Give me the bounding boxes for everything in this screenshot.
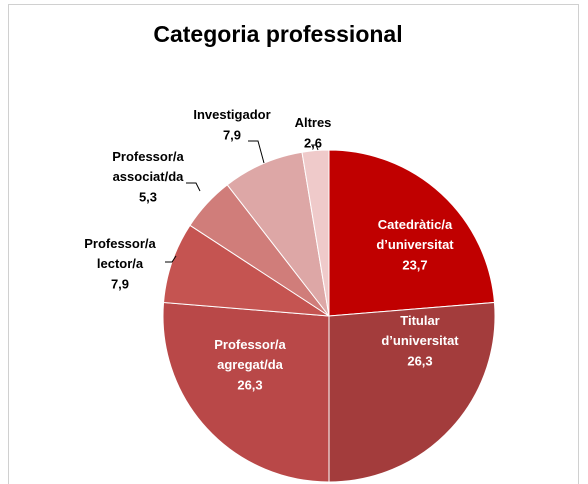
slice-value-label: 23,7 [402, 257, 427, 272]
pie-slice [328, 149, 495, 317]
slice-label: Catedràtic/a d’universitat [376, 217, 454, 252]
leader-line [186, 182, 201, 192]
slice-value-label: 2,6 [304, 135, 322, 150]
pie-slice [162, 301, 330, 483]
leader-line [311, 144, 319, 151]
leader-line [165, 255, 177, 263]
pie-slice [301, 149, 330, 317]
slice-value-label: 7,9 [111, 276, 129, 291]
slice-label: Titular d’universitat [381, 313, 459, 348]
slice-label: Professor/a associat/da [112, 149, 184, 184]
slice-value-label: 26,3 [407, 353, 432, 368]
leader-line [248, 140, 265, 164]
slice-value-label: 5,3 [139, 189, 157, 204]
slice-value-label: 26,3 [237, 377, 262, 392]
pie-slice [328, 301, 496, 483]
slice-label: Professor/a lector/a [84, 236, 156, 271]
slice-value-label: 7,9 [223, 127, 241, 142]
slice-label: Professor/a agregat/da [214, 337, 286, 372]
slice-label: Investigador [193, 107, 270, 122]
chart-title: Categoria professional [153, 21, 402, 47]
slice-label: Altres [295, 115, 332, 130]
